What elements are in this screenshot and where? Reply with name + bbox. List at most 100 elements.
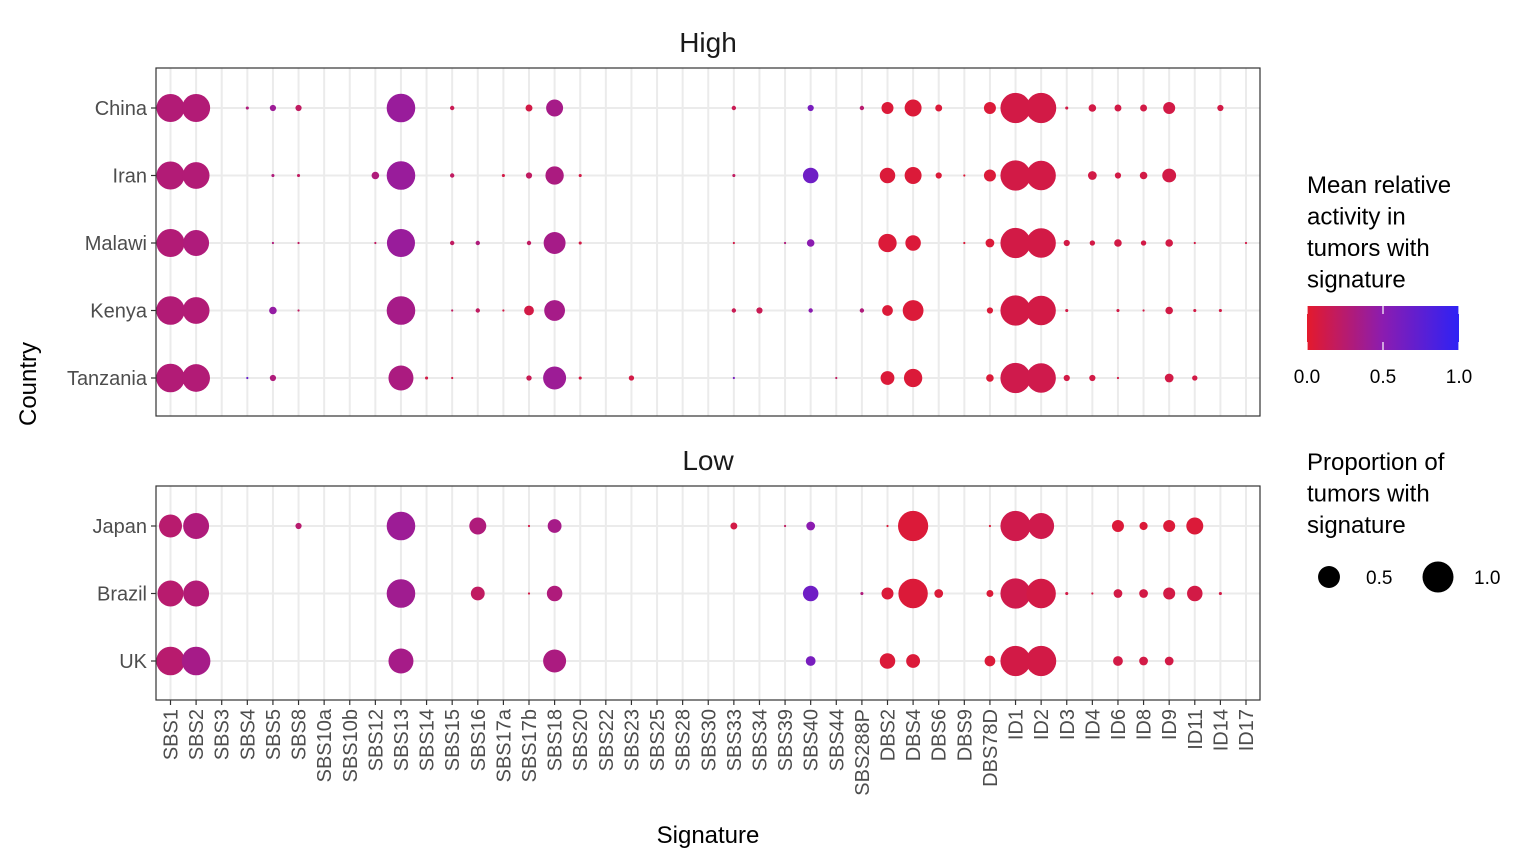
- data-point: [156, 93, 185, 123]
- x-tick-label: SBS10b: [340, 709, 362, 782]
- x-tick-label: SBS3: [212, 709, 234, 760]
- x-tick-label: SBS10a: [314, 708, 336, 782]
- data-point: [156, 161, 185, 190]
- color-legend-label: 0.0: [1294, 367, 1320, 388]
- x-tick-label: SBS40: [801, 709, 823, 771]
- data-point: [1140, 104, 1148, 112]
- y-axis-title: Country: [15, 342, 42, 426]
- data-point: [1162, 168, 1177, 183]
- x-tick-label: SBS14: [417, 709, 439, 771]
- x-tick-label: SBS1: [161, 709, 183, 760]
- data-point: [881, 587, 894, 600]
- data-point: [1163, 519, 1176, 533]
- data-point: [386, 579, 416, 608]
- data-point: [297, 309, 300, 312]
- x-tick-label: SBS13: [391, 709, 413, 771]
- data-point: [1026, 92, 1057, 124]
- data-point: [1000, 645, 1031, 677]
- data-point: [1000, 362, 1031, 394]
- data-point: [1065, 591, 1069, 596]
- data-point: [1139, 589, 1148, 598]
- data-point: [1163, 587, 1176, 600]
- data-point: [502, 309, 505, 312]
- x-tick-label: ID3: [1057, 709, 1079, 740]
- data-point: [1218, 308, 1222, 313]
- data-point: [1065, 106, 1069, 110]
- size-legend-dot: [1422, 561, 1454, 593]
- data-point: [159, 514, 182, 538]
- y-tick-label: China: [95, 98, 148, 120]
- data-point: [527, 592, 531, 595]
- data-point: [181, 646, 211, 676]
- data-point: [295, 104, 302, 112]
- data-point: [578, 173, 582, 178]
- data-point: [805, 656, 816, 666]
- data-point: [374, 241, 377, 245]
- data-point: [802, 585, 819, 602]
- data-point: [628, 375, 635, 381]
- data-point: [904, 167, 922, 184]
- x-tick-label: ID2: [1031, 709, 1053, 740]
- x-tick-label: SBS4: [237, 709, 259, 760]
- size-legend-title: Proportion of tumors with signature: [1307, 449, 1445, 539]
- data-point: [732, 241, 735, 245]
- x-tick-label: ID11: [1185, 709, 1207, 750]
- y-tick-label: Brazil: [97, 584, 147, 606]
- data-point: [963, 174, 966, 177]
- data-point: [183, 513, 210, 539]
- data-point: [544, 300, 566, 321]
- data-point: [1089, 374, 1096, 382]
- data-point: [183, 230, 210, 256]
- data-point: [1063, 374, 1070, 382]
- x-tick-label: SBS8: [289, 709, 311, 760]
- data-point: [934, 589, 944, 598]
- data-point: [986, 374, 994, 382]
- data-point: [449, 105, 455, 111]
- data-point: [963, 241, 966, 245]
- points: [156, 510, 1222, 677]
- data-point: [1026, 160, 1056, 191]
- data-point: [1163, 101, 1176, 115]
- x-tick-label: SBS18: [545, 709, 567, 771]
- points: [156, 92, 1248, 394]
- data-point: [985, 238, 995, 248]
- data-point: [470, 586, 485, 601]
- data-point: [527, 524, 531, 528]
- data-point: [525, 104, 533, 112]
- data-point: [1140, 240, 1147, 246]
- data-point: [1186, 517, 1204, 535]
- data-point: [731, 105, 737, 111]
- data-point: [545, 166, 564, 185]
- data-point: [1193, 241, 1196, 245]
- data-point: [732, 173, 736, 178]
- data-point: [388, 365, 414, 391]
- data-point: [935, 172, 942, 179]
- data-point: [449, 173, 455, 178]
- data-point: [183, 580, 210, 607]
- data-point: [546, 585, 563, 602]
- data-point: [906, 654, 921, 668]
- x-tick-label: SBS33: [724, 709, 746, 771]
- data-point: [157, 580, 184, 607]
- data-point: [882, 305, 893, 316]
- data-point: [1113, 656, 1123, 666]
- data-point: [1026, 645, 1057, 677]
- data-point: [1165, 306, 1173, 315]
- x-tick-label: DBS78D: [980, 709, 1002, 787]
- y-tick-label: Tanzania: [67, 368, 148, 390]
- x-tick-label: SBS22: [596, 709, 618, 771]
- data-point: [1111, 519, 1124, 533]
- data-point: [1000, 578, 1031, 609]
- x-tick-label: DBS4: [903, 709, 925, 761]
- data-point: [1000, 160, 1031, 191]
- data-point: [295, 522, 302, 530]
- data-point: [902, 300, 924, 321]
- y-tick-label: Japan: [93, 516, 148, 538]
- data-point: [835, 376, 838, 380]
- data-point: [297, 241, 300, 245]
- data-point: [1114, 104, 1122, 112]
- data-point: [501, 173, 505, 178]
- x-tick-label: ID1: [1006, 709, 1028, 740]
- data-point: [449, 240, 455, 246]
- data-point: [269, 306, 277, 315]
